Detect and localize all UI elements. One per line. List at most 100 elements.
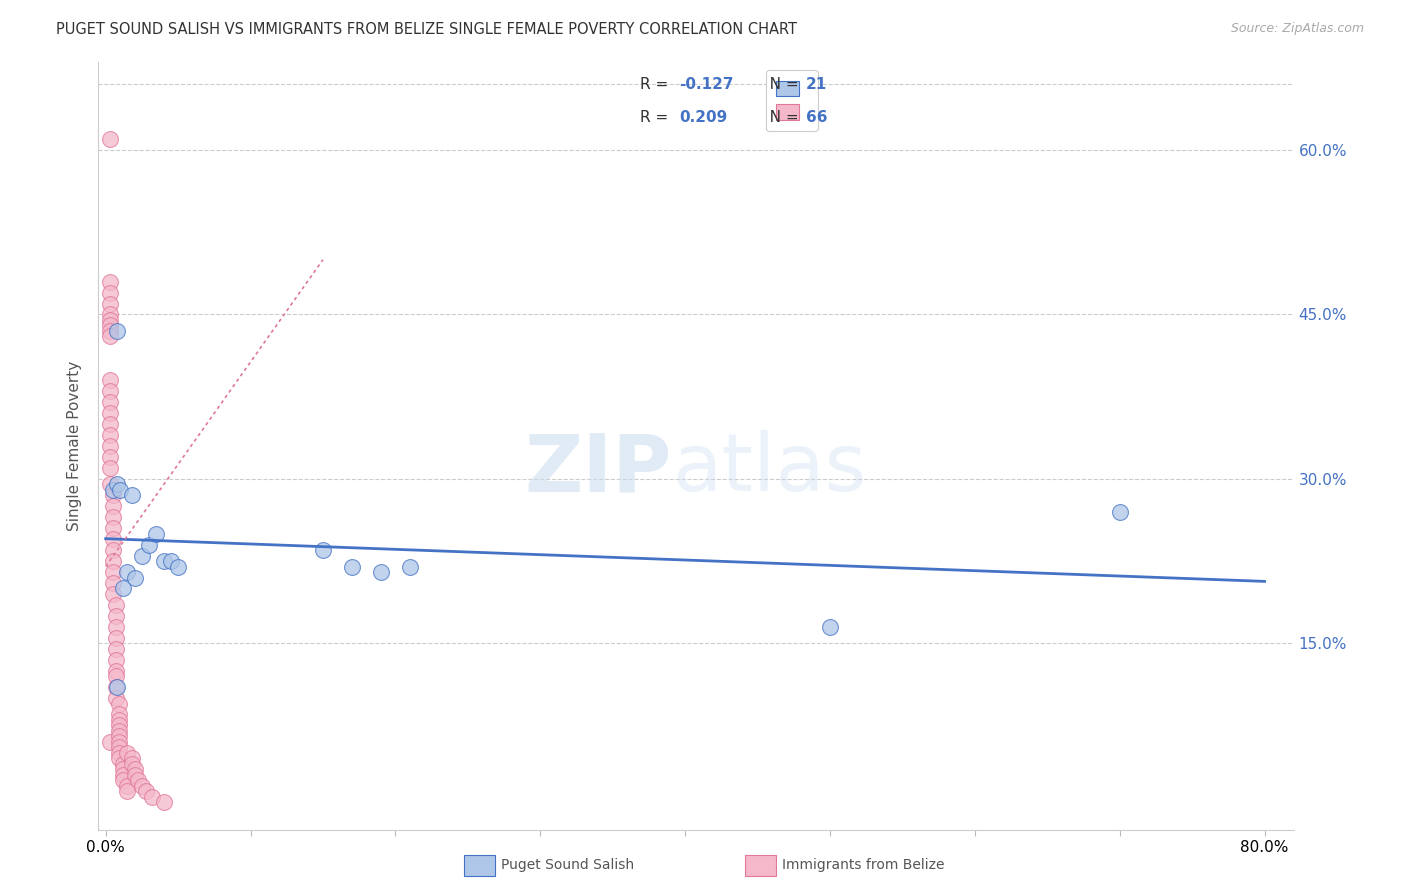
Point xyxy=(145,526,167,541)
Point xyxy=(98,439,121,453)
Point xyxy=(101,483,124,497)
Point xyxy=(107,746,129,760)
Point xyxy=(101,554,124,568)
Point xyxy=(105,477,128,491)
Point xyxy=(107,740,129,755)
Point xyxy=(340,559,363,574)
Point xyxy=(107,735,129,749)
Point xyxy=(98,296,121,310)
Point xyxy=(98,275,121,289)
Point xyxy=(117,784,139,798)
Point xyxy=(124,570,146,584)
Point xyxy=(101,576,124,591)
Point xyxy=(98,285,121,300)
Point xyxy=(104,664,127,678)
Text: -0.127: -0.127 xyxy=(679,78,734,92)
Text: R =: R = xyxy=(640,111,673,125)
Point xyxy=(105,680,128,694)
Point xyxy=(124,768,146,782)
Point xyxy=(104,653,127,667)
Text: Source: ZipAtlas.com: Source: ZipAtlas.com xyxy=(1230,22,1364,36)
Text: ZIP: ZIP xyxy=(524,430,672,508)
Point xyxy=(121,488,143,502)
Point xyxy=(98,132,121,146)
Point xyxy=(98,324,121,338)
Point xyxy=(98,428,121,442)
Point xyxy=(131,549,153,563)
Point xyxy=(112,762,135,776)
Point xyxy=(127,773,149,788)
Point xyxy=(152,554,174,568)
Point xyxy=(101,532,124,546)
Point xyxy=(141,789,163,804)
Point xyxy=(104,598,127,612)
Point xyxy=(112,756,135,771)
Point xyxy=(108,483,131,497)
Point xyxy=(101,488,124,502)
Point xyxy=(104,620,127,634)
Text: 21: 21 xyxy=(806,78,827,92)
Point xyxy=(98,329,121,343)
Point xyxy=(121,756,143,771)
Point xyxy=(98,406,121,420)
Point xyxy=(104,691,127,706)
Point xyxy=(131,779,153,793)
Point xyxy=(98,318,121,333)
Point xyxy=(112,768,135,782)
Point xyxy=(104,680,127,694)
Point xyxy=(104,641,127,656)
Point xyxy=(152,795,174,809)
Point xyxy=(399,559,422,574)
Point xyxy=(101,500,124,514)
Point xyxy=(117,746,139,760)
Point xyxy=(101,587,124,601)
Point xyxy=(98,417,121,431)
Point xyxy=(98,313,121,327)
Text: PUGET SOUND SALISH VS IMMIGRANTS FROM BELIZE SINGLE FEMALE POVERTY CORRELATION C: PUGET SOUND SALISH VS IMMIGRANTS FROM BE… xyxy=(56,22,797,37)
Point xyxy=(107,730,129,744)
Legend: , : , xyxy=(766,70,817,131)
Point xyxy=(98,735,121,749)
Point xyxy=(105,324,128,338)
Point xyxy=(112,582,135,596)
Point xyxy=(370,565,392,579)
Point xyxy=(107,751,129,765)
Text: atlas: atlas xyxy=(672,430,866,508)
Text: N =: N = xyxy=(755,111,803,125)
Point xyxy=(98,450,121,464)
Point xyxy=(124,762,146,776)
Text: Puget Sound Salish: Puget Sound Salish xyxy=(501,858,634,872)
Point xyxy=(104,631,127,645)
Point xyxy=(98,395,121,409)
Text: 0.209: 0.209 xyxy=(679,111,727,125)
Point xyxy=(117,779,139,793)
Point xyxy=(107,718,129,732)
Point xyxy=(98,308,121,322)
Point xyxy=(167,559,190,574)
Point xyxy=(101,521,124,535)
Y-axis label: Single Female Poverty: Single Female Poverty xyxy=(67,361,83,531)
Point xyxy=(98,461,121,475)
Point xyxy=(101,543,124,558)
Point xyxy=(818,620,841,634)
Point xyxy=(121,751,143,765)
Point xyxy=(107,723,129,738)
Point xyxy=(107,707,129,722)
Point xyxy=(107,697,129,711)
Point xyxy=(160,554,183,568)
Point xyxy=(312,543,335,558)
Point xyxy=(107,713,129,727)
Point xyxy=(101,510,124,524)
Point xyxy=(98,477,121,491)
Text: R =: R = xyxy=(640,78,673,92)
Point xyxy=(104,608,127,623)
Point xyxy=(138,538,160,552)
Point xyxy=(98,384,121,399)
Point xyxy=(104,669,127,683)
Point xyxy=(1108,505,1130,519)
Point xyxy=(101,565,124,579)
Text: Immigrants from Belize: Immigrants from Belize xyxy=(782,858,945,872)
Point xyxy=(112,773,135,788)
Text: 66: 66 xyxy=(806,111,827,125)
Point xyxy=(117,565,139,579)
